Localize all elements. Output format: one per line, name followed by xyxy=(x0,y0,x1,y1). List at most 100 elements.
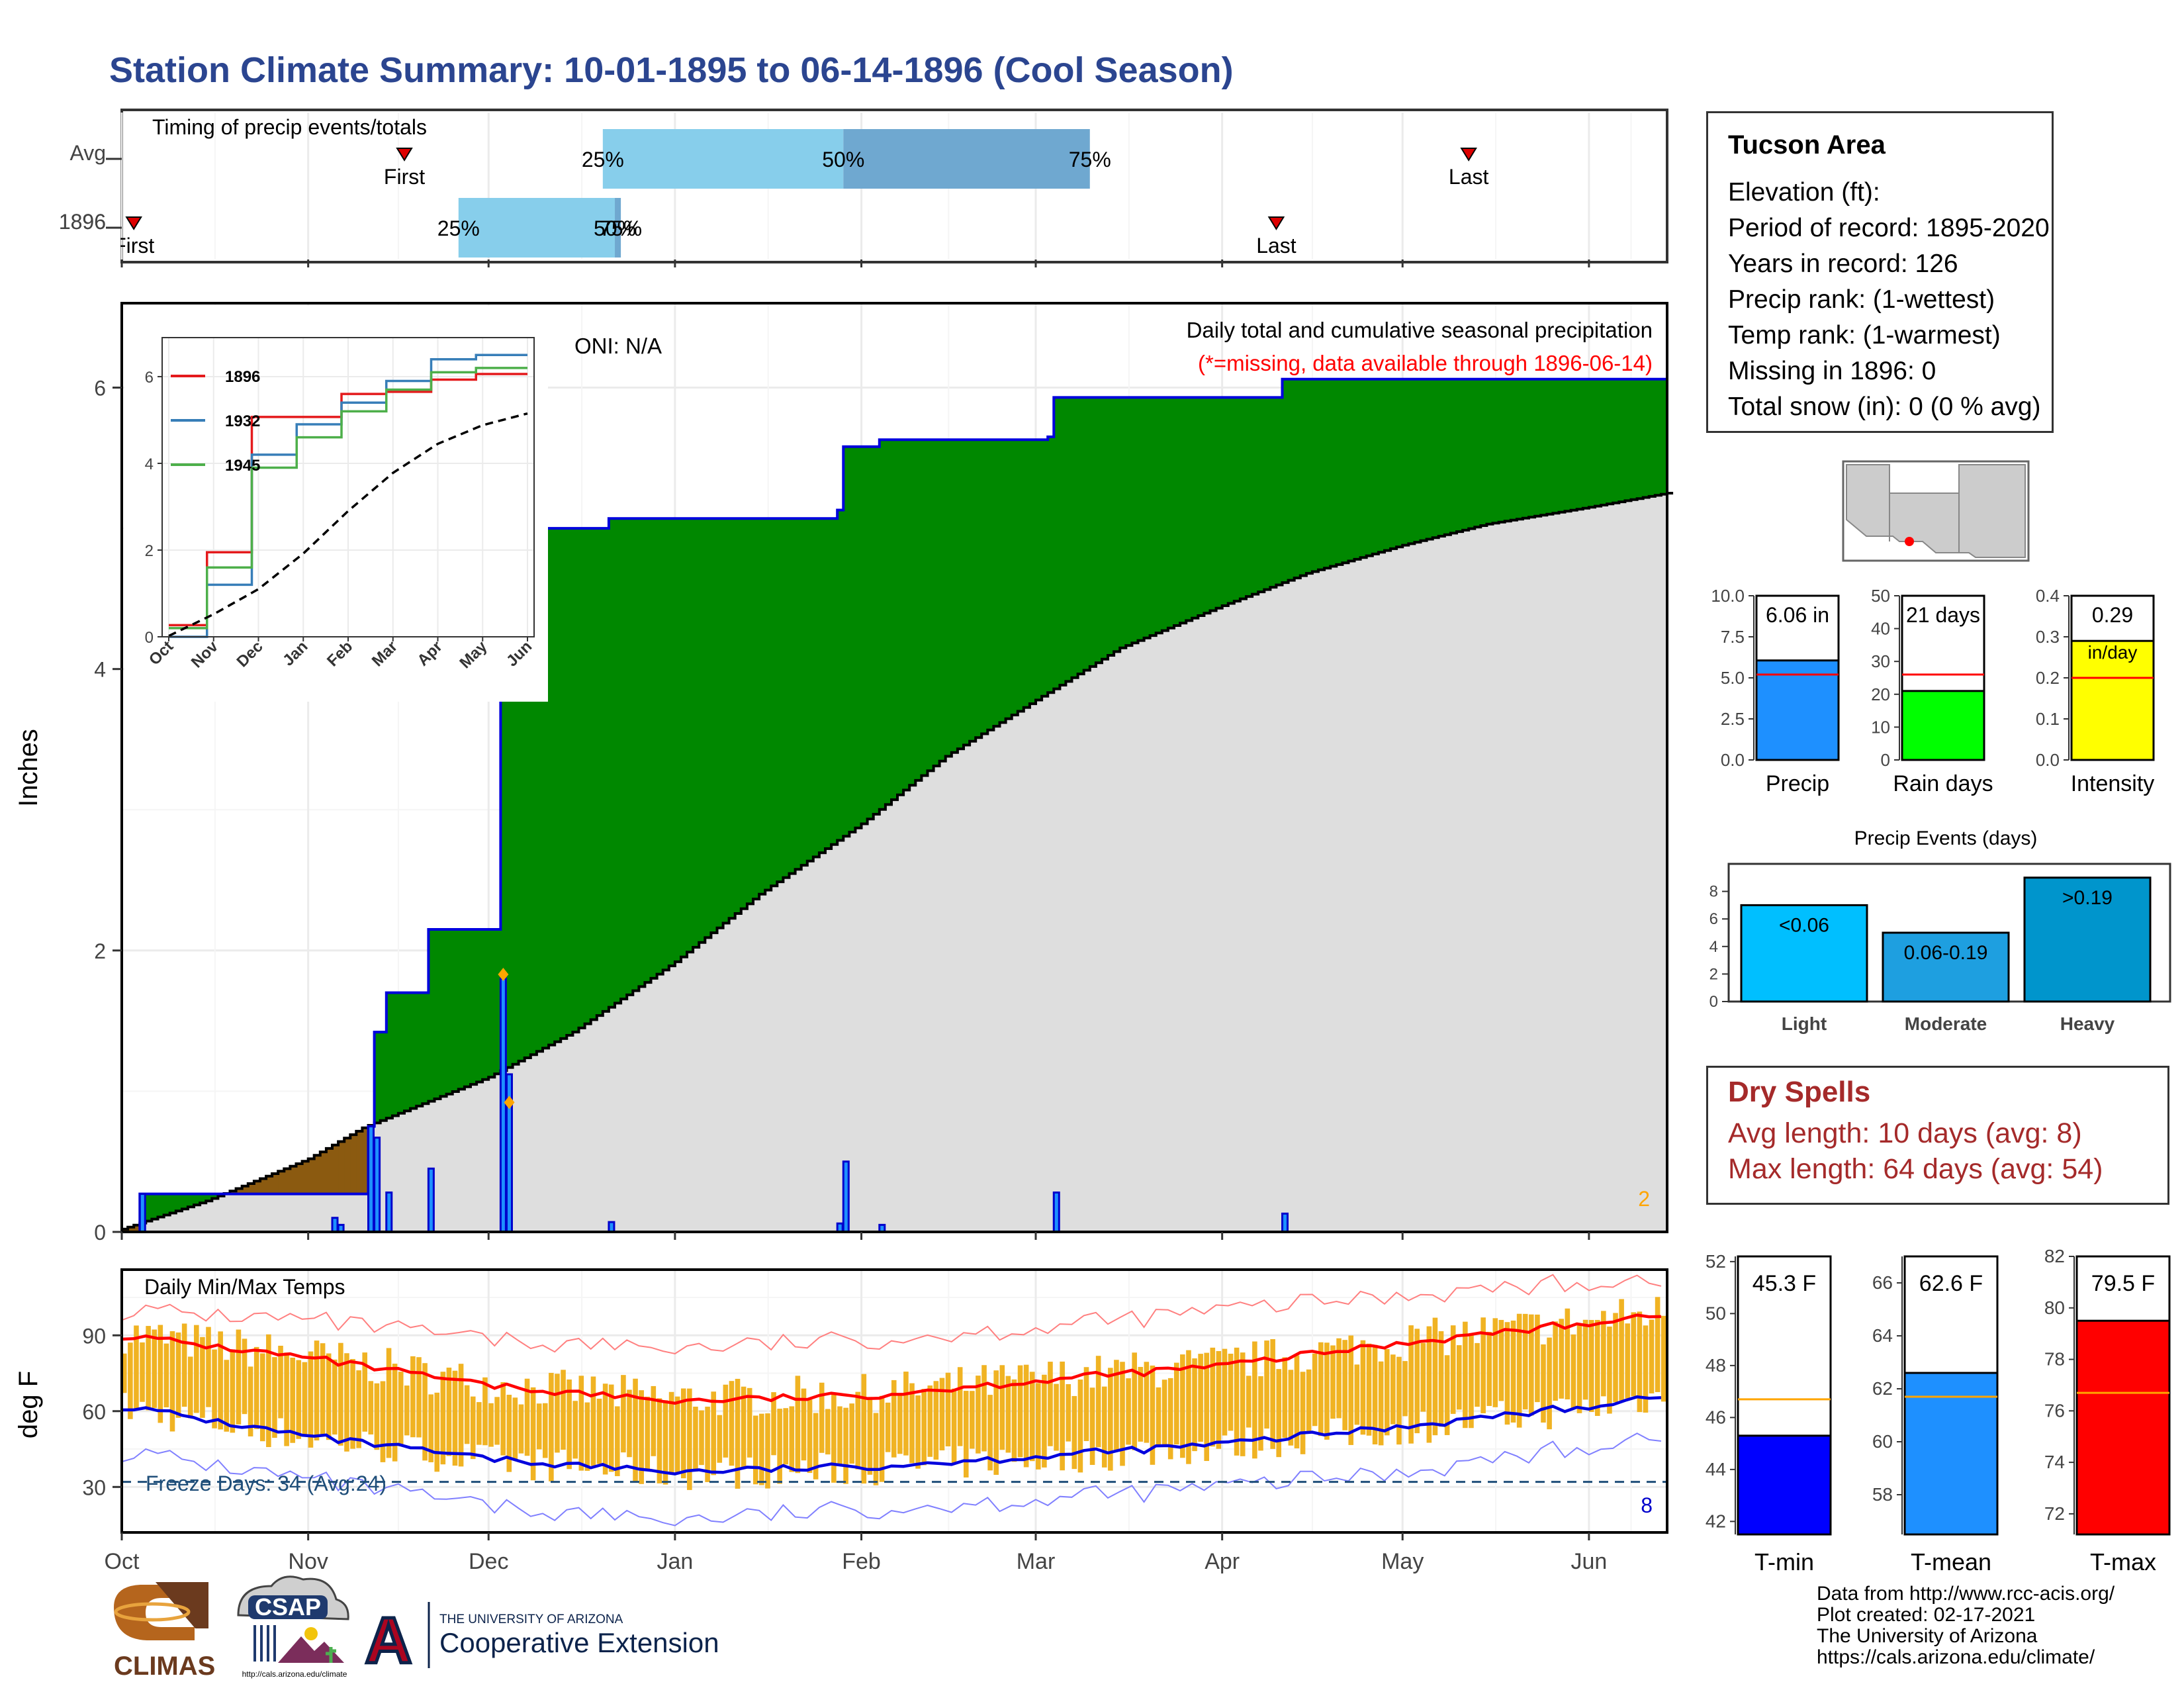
surplus-fill xyxy=(1036,440,1042,700)
daily-temp-bar xyxy=(1625,1323,1630,1399)
surplus-fill xyxy=(200,1194,206,1203)
avg-cumulative-fill xyxy=(615,1003,621,1232)
csap-url: http://cals.arizona.edu/climate xyxy=(242,1669,347,1679)
tsum-y-tick-label: 66 xyxy=(1872,1272,1893,1293)
events-bar-moderate xyxy=(1882,931,2010,1003)
surplus-fill xyxy=(1312,379,1319,572)
csap-wordmark: CSAP xyxy=(255,1593,321,1620)
surplus-fill xyxy=(1306,379,1313,574)
avg-cumulative-fill xyxy=(693,947,700,1232)
daily-temp-bar xyxy=(615,1406,620,1476)
surplus-fill xyxy=(1354,379,1361,559)
timing-year-q50-label: 50% xyxy=(594,216,636,240)
avg-cumulative-fill xyxy=(530,1055,537,1232)
daily-temp-bar xyxy=(1048,1362,1053,1446)
surplus-fill xyxy=(963,440,970,745)
avg-cumulative-fill xyxy=(873,814,880,1232)
avg-cumulative-fill xyxy=(302,1194,309,1232)
surplus-fill xyxy=(1360,379,1367,558)
avg-cumulative-fill xyxy=(608,1007,615,1232)
surplus-fill xyxy=(1492,379,1500,524)
avg-cumulative-fill xyxy=(1637,498,1644,1232)
mini-y-tick-label: 0.3 xyxy=(2036,627,2060,647)
deficit-fill xyxy=(344,1138,351,1194)
daily-temp-bar xyxy=(957,1367,963,1446)
daily-temp-bar xyxy=(1613,1313,1618,1403)
inset-avg-line xyxy=(168,412,528,637)
avg-cumulative-fill xyxy=(909,785,916,1232)
dry-spells-avg: Avg length: 10 days (avg: 8) xyxy=(1728,1117,2082,1149)
surplus-fill xyxy=(1607,379,1614,504)
avg-cumulative-fill xyxy=(181,1209,189,1232)
avg-cumulative-fill xyxy=(200,1203,206,1232)
surplus-fill xyxy=(1017,440,1024,712)
avg-cumulative-fill xyxy=(392,1115,399,1232)
events-y-tick-label: 0 xyxy=(1709,993,1718,1011)
daily-temp-bar xyxy=(380,1381,386,1462)
avg-cumulative-fill xyxy=(903,790,910,1232)
avg-cumulative-fill xyxy=(867,819,874,1232)
avg-cumulative-fill xyxy=(1643,497,1650,1232)
surplus-fill xyxy=(1011,440,1019,716)
avg-cumulative-fill xyxy=(272,1194,279,1232)
surplus-fill xyxy=(542,528,549,1049)
daily-temp-bar xyxy=(1101,1386,1107,1468)
avg-cumulative-fill xyxy=(1204,613,1211,1232)
avg-cumulative-fill xyxy=(945,756,952,1232)
precip-missing-count: 2 xyxy=(1638,1187,1650,1211)
surplus-fill xyxy=(627,518,633,995)
avg-cumulative-fill xyxy=(885,804,892,1232)
avg-cumulative-fill xyxy=(765,890,772,1232)
timing-year-last-marker xyxy=(1267,216,1285,230)
surplus-fill xyxy=(1438,379,1445,536)
daily-temp-bar xyxy=(200,1336,205,1418)
deficit-fill xyxy=(248,1183,255,1194)
daily-temp-bar xyxy=(422,1363,428,1461)
surplus-fill xyxy=(843,446,850,837)
avg-cumulative-fill xyxy=(987,729,995,1232)
daily-temp-bar xyxy=(506,1395,512,1472)
avg-cumulative-fill xyxy=(1396,547,1403,1232)
surplus-fill xyxy=(536,528,543,1052)
avg-cumulative-fill xyxy=(1210,610,1217,1232)
surplus-fill xyxy=(705,518,711,938)
avg-cumulative-fill xyxy=(1042,696,1048,1232)
avg-cumulative-fill xyxy=(1336,564,1343,1232)
daily-temp-bar xyxy=(699,1410,704,1466)
dry-spells-title: Dry Spells xyxy=(1728,1076,1871,1108)
daily-temp-bar xyxy=(122,1353,127,1393)
daily-temp-bar xyxy=(1469,1335,1474,1429)
surplus-fill xyxy=(1101,397,1109,659)
daily-temp-bar xyxy=(1547,1337,1552,1430)
timing-avg-last-label: Last xyxy=(1449,165,1489,189)
daily-temp-bar xyxy=(374,1383,380,1450)
avg-cumulative-fill xyxy=(783,877,790,1232)
deficit-fill xyxy=(242,1186,249,1194)
avg-cumulative-fill xyxy=(482,1079,489,1232)
daily-temp-bar xyxy=(1414,1329,1420,1434)
avg-cumulative-fill xyxy=(187,1207,195,1232)
inset-line-1896 xyxy=(169,373,527,627)
daily-temp-bar xyxy=(410,1356,416,1438)
daily-temp-bar xyxy=(795,1376,801,1474)
avg-cumulative-fill xyxy=(446,1094,453,1232)
avg-cumulative-fill xyxy=(242,1194,249,1232)
daily-precip-bar xyxy=(367,1125,375,1233)
events-category-label: Moderate xyxy=(1905,1013,1987,1034)
avg-cumulative-fill xyxy=(1114,651,1120,1232)
daily-temp-bar xyxy=(181,1323,187,1407)
surplus-fill xyxy=(512,528,520,1064)
avg-cumulative-fill xyxy=(1156,633,1163,1232)
daily-temp-bar xyxy=(1210,1347,1216,1447)
surplus-fill xyxy=(206,1194,212,1201)
x-tick-label: May xyxy=(1381,1549,1424,1574)
surplus-fill xyxy=(1132,397,1139,643)
x-tick-label: Nov xyxy=(288,1549,328,1574)
surplus-fill xyxy=(861,446,868,824)
tsum-value-bar xyxy=(1903,1372,1999,1536)
timing-avg-q50-q75-bar xyxy=(843,129,1090,189)
avg-cumulative-fill xyxy=(801,865,808,1232)
daily-temp-bar xyxy=(259,1353,265,1442)
daily-temp-bar xyxy=(849,1403,854,1464)
x-tick-label: Dec xyxy=(469,1549,508,1574)
